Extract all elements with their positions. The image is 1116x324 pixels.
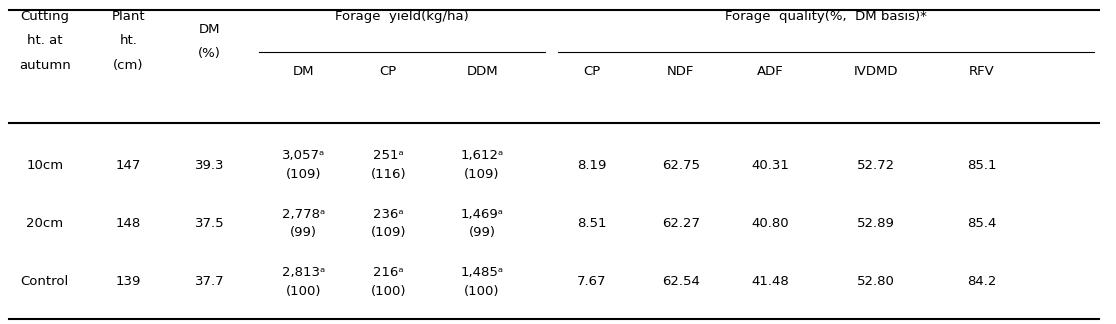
Text: (109): (109)	[371, 226, 406, 239]
Text: 1,469ᵃ: 1,469ᵃ	[461, 208, 503, 221]
Text: 52.89: 52.89	[857, 217, 895, 230]
Text: 8.19: 8.19	[577, 159, 606, 172]
Text: Forage  yield(kg/ha): Forage yield(kg/ha)	[335, 10, 469, 23]
Text: 37.7: 37.7	[195, 275, 224, 288]
Text: 84.2: 84.2	[968, 275, 997, 288]
Text: (%): (%)	[199, 47, 221, 60]
Text: 2,778ᵃ: 2,778ᵃ	[282, 208, 325, 221]
Text: DM: DM	[199, 23, 221, 36]
Text: 1,485ᵃ: 1,485ᵃ	[461, 266, 503, 279]
Text: (109): (109)	[286, 168, 321, 181]
Text: Plant: Plant	[112, 10, 145, 23]
Text: autumn: autumn	[19, 59, 70, 72]
Text: ht.: ht.	[119, 34, 137, 47]
Text: (100): (100)	[371, 285, 406, 298]
Text: 147: 147	[116, 159, 141, 172]
Text: (109): (109)	[464, 168, 500, 181]
Text: (99): (99)	[290, 226, 317, 239]
Text: 40.31: 40.31	[751, 159, 789, 172]
Text: (cm): (cm)	[113, 59, 144, 72]
Text: 62.27: 62.27	[662, 217, 700, 230]
Text: IVDMD: IVDMD	[854, 65, 898, 78]
Text: 52.72: 52.72	[857, 159, 895, 172]
Text: 52.80: 52.80	[857, 275, 895, 288]
Text: 41.48: 41.48	[751, 275, 789, 288]
Text: 85.1: 85.1	[968, 159, 997, 172]
Text: 40.80: 40.80	[751, 217, 789, 230]
Text: 62.75: 62.75	[662, 159, 700, 172]
Text: 7.67: 7.67	[577, 275, 606, 288]
Text: 8.51: 8.51	[577, 217, 606, 230]
Text: DDM: DDM	[466, 65, 498, 78]
Text: DM: DM	[292, 65, 315, 78]
Text: (100): (100)	[286, 285, 321, 298]
Text: (116): (116)	[371, 168, 406, 181]
Text: RFV: RFV	[969, 65, 995, 78]
Text: 10cm: 10cm	[26, 159, 64, 172]
Text: Forage  quality(%,  DM basis)*: Forage quality(%, DM basis)*	[725, 10, 926, 23]
Text: 2,813ᵃ: 2,813ᵃ	[282, 266, 325, 279]
Text: CP: CP	[379, 65, 397, 78]
Text: Cutting: Cutting	[20, 10, 69, 23]
Text: 139: 139	[116, 275, 141, 288]
Text: 39.3: 39.3	[195, 159, 224, 172]
Text: 148: 148	[116, 217, 141, 230]
Text: (99): (99)	[469, 226, 496, 239]
Text: 1,612ᵃ: 1,612ᵃ	[461, 149, 503, 162]
Text: 62.54: 62.54	[662, 275, 700, 288]
Text: 3,057ᵃ: 3,057ᵃ	[282, 149, 325, 162]
Text: ADF: ADF	[757, 65, 783, 78]
Text: 37.5: 37.5	[195, 217, 224, 230]
Text: Control: Control	[20, 275, 69, 288]
Text: 20cm: 20cm	[26, 217, 64, 230]
Text: 216ᵃ: 216ᵃ	[373, 266, 404, 279]
Text: ht. at: ht. at	[27, 34, 62, 47]
Text: 85.4: 85.4	[968, 217, 997, 230]
Text: NDF: NDF	[667, 65, 694, 78]
Text: CP: CP	[583, 65, 600, 78]
Text: 251ᵃ: 251ᵃ	[373, 149, 404, 162]
Text: (100): (100)	[464, 285, 500, 298]
Text: 236ᵃ: 236ᵃ	[373, 208, 404, 221]
